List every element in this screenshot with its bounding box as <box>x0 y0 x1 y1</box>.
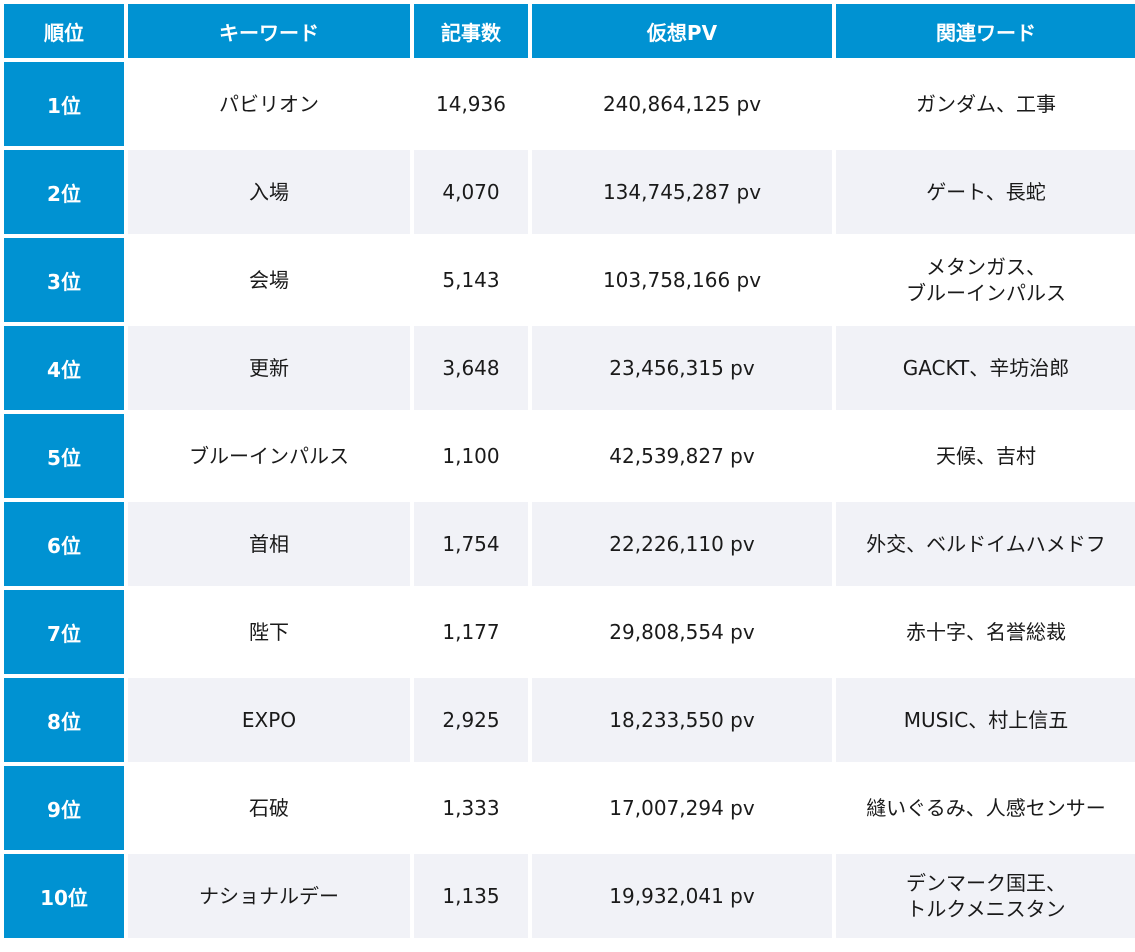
articles-cell: 5,143 <box>414 238 528 322</box>
related-cell: 外交、ベルドイムハメドフ <box>836 502 1135 586</box>
related-line: GACKT、辛坊治郎 <box>902 356 1070 380</box>
rank-cell: 3位 <box>4 238 124 322</box>
related-line: MUSIC、村上信五 <box>903 708 1069 732</box>
related-cell: ゲート、長蛇 <box>836 150 1135 234</box>
related-cell: 天候、吉村 <box>836 414 1135 498</box>
keyword-cell: 会場 <box>128 238 410 322</box>
related-cell: 縫いぐるみ、人感センサー <box>836 766 1135 850</box>
related-cell: デンマーク国王、 トルクメニスタン <box>836 854 1135 938</box>
keyword-cell: パビリオン <box>128 62 410 146</box>
keyword-cell: 更新 <box>128 326 410 410</box>
pv-cell: 103,758,166 pv <box>532 238 832 322</box>
pv-cell: 23,456,315 pv <box>532 326 832 410</box>
pv-cell: 29,808,554 pv <box>532 590 832 674</box>
related-line: ブルーインパルス <box>906 281 1066 305</box>
header-keyword: キーワード <box>128 4 410 58</box>
related-line: 赤十字、名誉総裁 <box>906 620 1066 644</box>
rank-cell: 5位 <box>4 414 124 498</box>
articles-cell: 1,100 <box>414 414 528 498</box>
pv-cell: 17,007,294 pv <box>532 766 832 850</box>
articles-cell: 1,135 <box>414 854 528 938</box>
pv-cell: 134,745,287 pv <box>532 150 832 234</box>
related-cell: ガンダム、工事 <box>836 62 1135 146</box>
rank-cell: 6位 <box>4 502 124 586</box>
keyword-cell: ブルーインパルス <box>128 414 410 498</box>
related-line: 外交、ベルドイムハメドフ <box>866 532 1106 556</box>
header-pv: 仮想PV <box>532 4 832 58</box>
related-line: 縫いぐるみ、人感センサー <box>866 796 1106 820</box>
articles-cell: 1,333 <box>414 766 528 850</box>
related-cell: GACKT、辛坊治郎 <box>836 326 1135 410</box>
rank-cell: 10位 <box>4 854 124 938</box>
keyword-cell: 陛下 <box>128 590 410 674</box>
rank-cell: 2位 <box>4 150 124 234</box>
rank-cell: 7位 <box>4 590 124 674</box>
header-articles: 記事数 <box>414 4 528 58</box>
related-line: ガンダム、工事 <box>916 92 1056 116</box>
articles-cell: 14,936 <box>414 62 528 146</box>
pv-cell: 22,226,110 pv <box>532 502 832 586</box>
keyword-cell: 石破 <box>128 766 410 850</box>
keyword-cell: EXPO <box>128 678 410 762</box>
related-line: メタンガス、 <box>926 255 1046 279</box>
articles-cell: 4,070 <box>414 150 528 234</box>
articles-cell: 2,925 <box>414 678 528 762</box>
related-line: デンマーク国王、 <box>906 871 1066 895</box>
rank-cell: 9位 <box>4 766 124 850</box>
pv-cell: 19,932,041 pv <box>532 854 832 938</box>
pv-cell: 18,233,550 pv <box>532 678 832 762</box>
related-cell: MUSIC、村上信五 <box>836 678 1135 762</box>
related-cell: 赤十字、名誉総裁 <box>836 590 1135 674</box>
keyword-cell: ナショナルデー <box>128 854 410 938</box>
related-line: 天候、吉村 <box>936 444 1036 468</box>
header-rank: 順位 <box>4 4 124 58</box>
rank-cell: 1位 <box>4 62 124 146</box>
keyword-cell: 首相 <box>128 502 410 586</box>
related-line: トルクメニスタン <box>906 897 1066 921</box>
pv-cell: 42,539,827 pv <box>532 414 832 498</box>
related-line: ゲート、長蛇 <box>926 180 1046 204</box>
related-cell: メタンガス、 ブルーインパルス <box>836 238 1135 322</box>
articles-cell: 1,177 <box>414 590 528 674</box>
articles-cell: 3,648 <box>414 326 528 410</box>
rank-cell: 4位 <box>4 326 124 410</box>
articles-cell: 1,754 <box>414 502 528 586</box>
rank-cell: 8位 <box>4 678 124 762</box>
pv-cell: 240,864,125 pv <box>532 62 832 146</box>
keyword-cell: 入場 <box>128 150 410 234</box>
header-related: 関連ワード <box>836 4 1135 58</box>
